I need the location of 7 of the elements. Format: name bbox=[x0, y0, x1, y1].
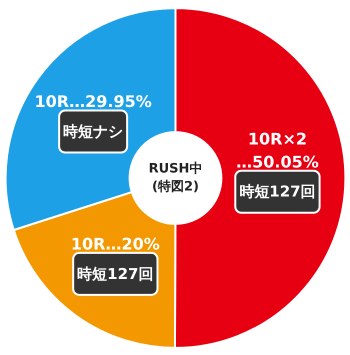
slice-label: 10R…20% bbox=[70, 234, 160, 254]
slice-label: 10R×2 …50.05% bbox=[236, 130, 319, 172]
text: 時短127回 bbox=[77, 264, 154, 283]
text: RUSH中 (特図2) bbox=[148, 162, 202, 194]
slice-label: 10R…29.95% bbox=[34, 92, 152, 112]
text: 時短ナシ bbox=[63, 122, 124, 141]
text: 時短127回 bbox=[239, 182, 316, 201]
